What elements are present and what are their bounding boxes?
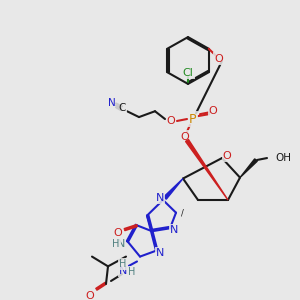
- Text: N: N: [119, 266, 127, 276]
- Text: N: N: [170, 225, 178, 235]
- Text: O: O: [167, 116, 176, 126]
- Polygon shape: [164, 178, 183, 199]
- Polygon shape: [240, 159, 257, 178]
- Text: H: H: [119, 260, 127, 269]
- Text: N: N: [108, 98, 116, 108]
- Text: O: O: [208, 106, 217, 116]
- Text: P: P: [189, 112, 197, 125]
- Polygon shape: [185, 140, 228, 200]
- Text: O: O: [214, 53, 223, 64]
- Text: Cl: Cl: [183, 68, 194, 78]
- Text: N: N: [117, 239, 125, 249]
- Text: O: O: [114, 228, 122, 238]
- Text: N: N: [156, 193, 164, 203]
- Text: /: /: [181, 208, 183, 217]
- Text: OH: OH: [275, 153, 291, 163]
- Text: O: O: [181, 132, 189, 142]
- Text: C: C: [118, 103, 126, 113]
- Text: O: O: [85, 291, 94, 300]
- Text: H: H: [128, 267, 136, 277]
- Text: N: N: [156, 248, 164, 258]
- Text: O: O: [223, 151, 231, 161]
- Text: H: H: [112, 239, 120, 249]
